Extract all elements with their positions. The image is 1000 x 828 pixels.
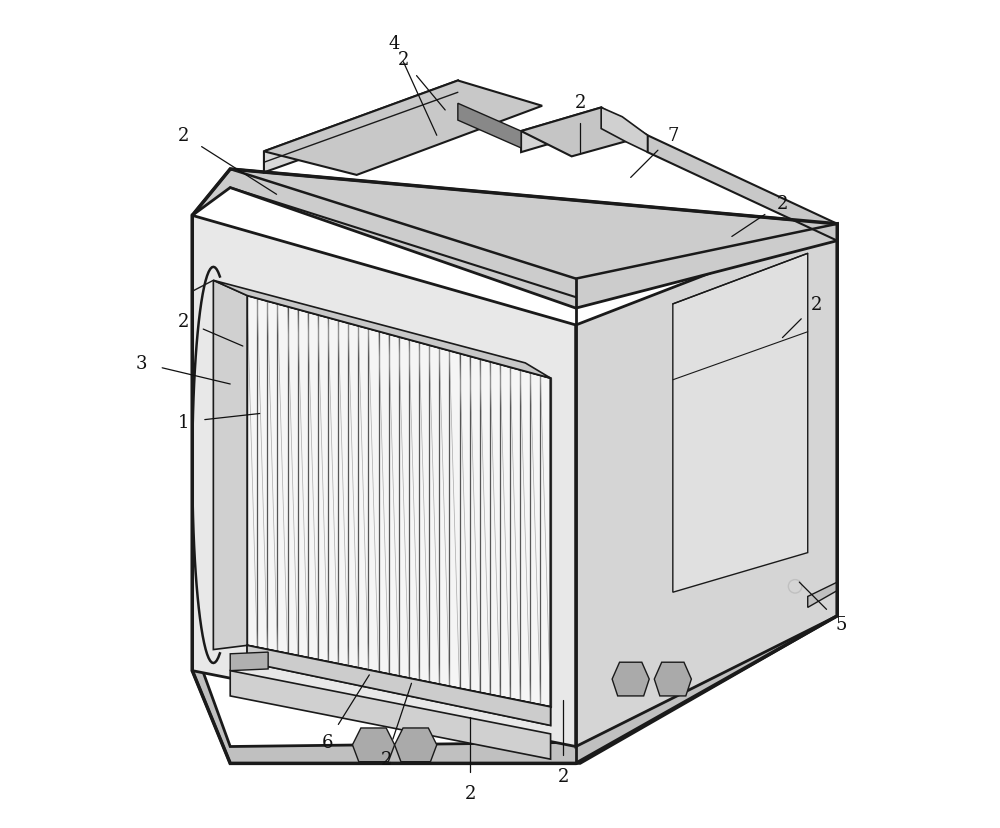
Polygon shape [521,108,648,157]
Polygon shape [192,216,576,747]
Polygon shape [213,281,247,650]
Polygon shape [192,591,837,763]
Text: 4: 4 [389,35,400,52]
Text: 2: 2 [777,195,788,213]
Polygon shape [458,104,521,149]
Polygon shape [576,224,837,747]
Text: 3: 3 [136,354,147,373]
Text: 7: 7 [667,128,679,145]
Polygon shape [192,170,837,309]
Text: 2: 2 [380,750,392,768]
Polygon shape [612,662,649,696]
Polygon shape [808,582,837,608]
Text: 2: 2 [178,312,190,330]
Text: 2: 2 [558,767,569,785]
Text: 2: 2 [397,51,409,70]
Polygon shape [395,728,437,762]
Text: 2: 2 [465,784,476,802]
Polygon shape [247,646,551,725]
Polygon shape [601,108,648,153]
Text: 2: 2 [810,296,822,314]
Polygon shape [230,671,551,759]
Polygon shape [521,108,601,153]
Text: 2: 2 [574,94,586,112]
Polygon shape [352,728,395,762]
Polygon shape [648,136,837,242]
Polygon shape [264,81,458,173]
Text: 2: 2 [178,128,190,145]
Text: 5: 5 [836,615,847,633]
Polygon shape [264,81,542,176]
Polygon shape [213,281,551,378]
Polygon shape [230,652,268,671]
Polygon shape [247,296,551,707]
Polygon shape [654,662,691,696]
Polygon shape [247,646,551,725]
Text: 1: 1 [178,413,190,431]
Polygon shape [673,254,808,593]
Text: 6: 6 [321,734,333,751]
